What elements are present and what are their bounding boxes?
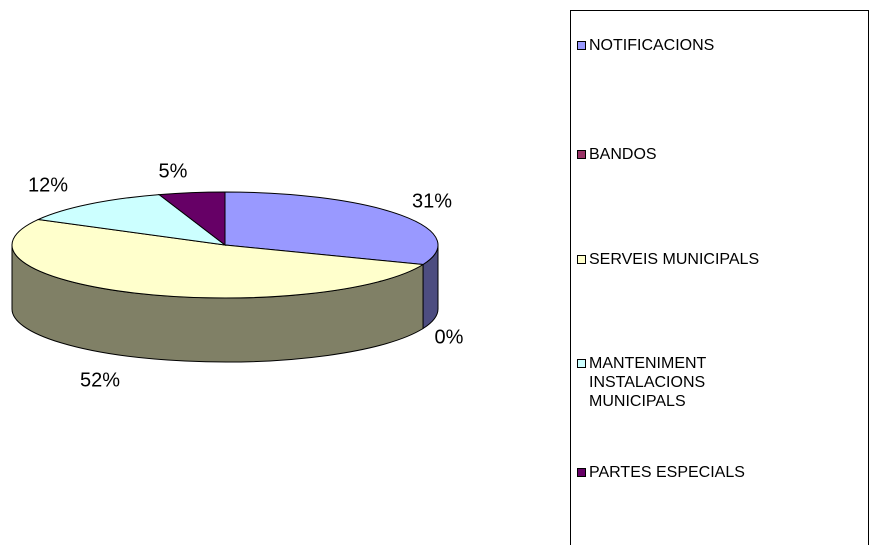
legend-swatch: [577, 150, 586, 159]
legend-entry: BANDOS: [577, 145, 869, 164]
data-label: 31%: [412, 190, 452, 212]
legend-swatch: [577, 255, 586, 264]
legend-swatch: [577, 468, 586, 477]
legend-label: PARTES ESPECIALS: [589, 464, 745, 481]
legend-entry: PARTES ESPECIALS: [577, 463, 869, 482]
legend-entry: MANTENIMENT INSTALACIONS MUNICIPALS: [577, 354, 869, 411]
legend-entry: SERVEIS MUNICIPALS: [577, 250, 869, 269]
legend-swatch: [577, 41, 586, 50]
legend-label: NOTIFICACIONS: [589, 37, 715, 54]
legend-swatch: [577, 359, 586, 368]
legend: NOTIFICACIONS BANDOS SERVEIS MUNICIPALS MAN…: [570, 10, 869, 545]
data-label: 5%: [159, 160, 188, 182]
pie-slice: [157, 191, 226, 247]
data-label: 52%: [80, 369, 120, 391]
pie-slice: [36, 194, 227, 246]
data-label: 12%: [28, 174, 68, 196]
legend-label: BANDOS: [589, 146, 657, 163]
pie-slice: [224, 191, 439, 266]
data-label: 0%: [435, 326, 464, 348]
legend-label: SERVEIS MUNICIPALS: [589, 251, 760, 268]
legend-label: MANTENIMENT INSTALACIONS MUNICIPALS: [589, 355, 707, 410]
legend-entry: NOTIFICACIONS: [577, 36, 869, 55]
pie-slice: [11, 218, 425, 299]
